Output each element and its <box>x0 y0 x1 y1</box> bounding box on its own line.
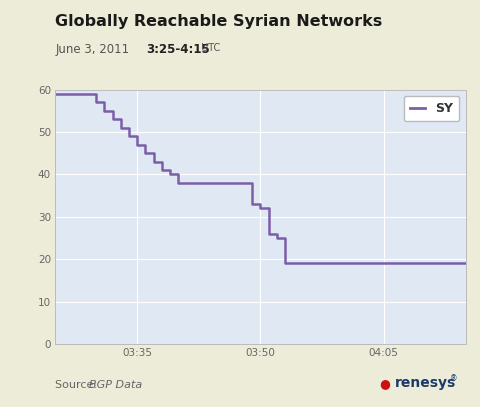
Text: ●: ● <box>379 377 390 390</box>
Text: renesys: renesys <box>395 376 456 390</box>
Text: UTC: UTC <box>198 43 220 53</box>
Text: ®: ® <box>450 374 458 383</box>
Text: June 3, 2011: June 3, 2011 <box>55 43 129 56</box>
Text: BGP Data: BGP Data <box>89 380 142 390</box>
Text: Globally Reachable Syrian Networks: Globally Reachable Syrian Networks <box>55 14 383 29</box>
Legend: SY: SY <box>404 96 459 121</box>
Text: 3:25-4:15: 3:25-4:15 <box>146 43 210 56</box>
Text: Source:: Source: <box>55 380 104 390</box>
